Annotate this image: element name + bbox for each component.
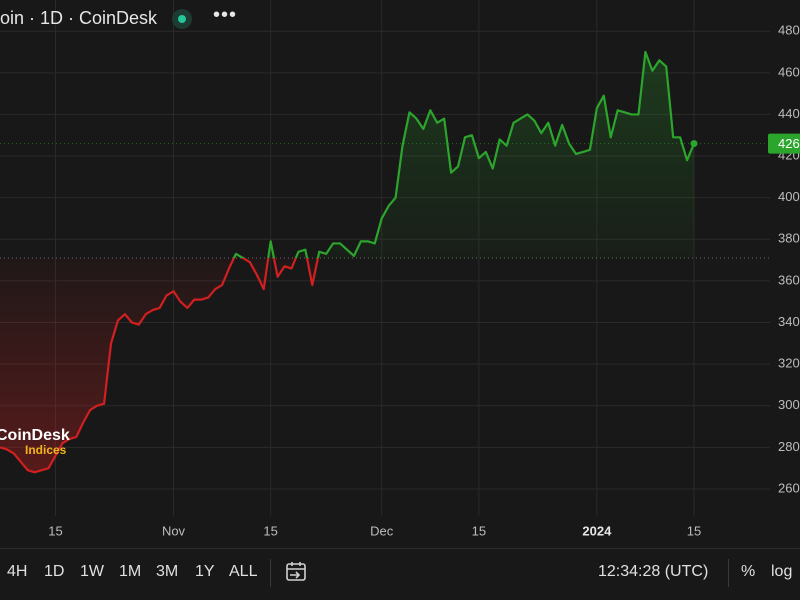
y-tick-label: 300 — [778, 397, 800, 412]
y-tick-label: 400 — [778, 189, 800, 204]
clock[interactable]: 12:34:28 (UTC) — [598, 563, 709, 580]
y-tick-label: 360 — [778, 272, 800, 287]
watermark-subtitle: Indices — [25, 443, 67, 457]
log-toggle[interactable]: log — [771, 563, 793, 580]
x-tick-label: 15 — [687, 523, 701, 538]
last-point — [690, 140, 698, 148]
y-tick-label: 280 — [778, 439, 800, 454]
range-button[interactable]: ALL — [229, 563, 258, 580]
y-tick-label: 460 — [778, 64, 800, 79]
last-price-box — [768, 133, 800, 154]
status-dot — [178, 15, 186, 23]
x-tick-label: Nov — [162, 523, 186, 538]
price-line — [0, 50, 696, 474]
last-price-label: 426 — [778, 136, 800, 151]
y-tick-label: 260 — [778, 480, 800, 495]
area — [0, 52, 694, 473]
y-tick-label: 380 — [778, 231, 800, 246]
x-tick-label: Dec — [370, 523, 394, 538]
toolbar: 4H 1D 1W 1M 3M 1Y ALL 12:34:28 (UTC) % l… — [0, 548, 800, 600]
watermark-title: CoinDesk — [0, 427, 70, 444]
date-range-icon[interactable] — [284, 560, 308, 584]
percent-toggle[interactable]: % — [741, 563, 756, 580]
status-icon[interactable] — [172, 9, 192, 29]
x-tick-label: 15 — [48, 523, 62, 538]
range-button[interactable]: 1W — [80, 563, 104, 580]
y-tick-label: 480 — [778, 23, 800, 38]
separator — [728, 559, 729, 587]
range-button[interactable]: 1Y — [195, 563, 215, 580]
range-button[interactable]: 3M — [156, 563, 179, 580]
chart-title: oin · 1D · CoinDesk — [0, 8, 158, 28]
y-tick-label: 340 — [778, 314, 800, 329]
range-button[interactable]: 1M — [119, 563, 142, 580]
more-button[interactable]: ••• — [213, 4, 238, 26]
range-button[interactable]: 4H — [7, 563, 28, 580]
range-button[interactable]: 1D — [44, 563, 65, 580]
x-tick-label: 15 — [263, 523, 277, 538]
separator — [270, 559, 271, 587]
y-tick-label: 440 — [778, 106, 800, 121]
x-tick-label: 15 — [472, 523, 486, 538]
y-tick-label: 320 — [778, 356, 800, 371]
x-tick-label: 2024 — [582, 523, 612, 538]
